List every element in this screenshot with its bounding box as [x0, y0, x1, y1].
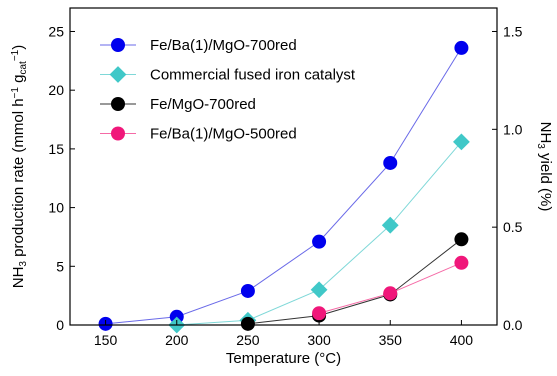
- plot-frame: [69, 7, 498, 326]
- legend-label: Fe/MgO-700red: [150, 96, 256, 113]
- series-3: [240, 232, 469, 331]
- y-tick-label: 5: [56, 258, 64, 274]
- legend-item: Fe/Ba(1)/MgO-500red: [100, 126, 297, 143]
- y2-tick-label: 1.5: [503, 23, 523, 39]
- series-4: [312, 255, 469, 321]
- series-line: [105, 47, 462, 325]
- x-tick-label: 400: [450, 332, 474, 348]
- y-tick-label: 25: [48, 23, 64, 39]
- axis-layer: 150 200 250 300 350 400 0 5 10 15 20 25 0.0 0.5 1.0 1.5: [48, 23, 522, 348]
- data-point: [383, 155, 398, 170]
- y-axis-title: NH3 production rate (mmol h−1 gcat−1): [10, 45, 29, 288]
- legend-label: Commercial fused iron catalyst: [150, 67, 356, 84]
- legend-item: Fe/MgO-700red: [100, 96, 256, 113]
- y2-axis-title-end: yield (%): [537, 149, 554, 212]
- data-point: [312, 306, 327, 321]
- y-axis-title-end: ): [10, 45, 27, 50]
- y2-tick-label: 0.0: [503, 317, 523, 333]
- y-axis-title-sup2: −1: [10, 49, 21, 61]
- y-tick-label: 20: [48, 82, 64, 98]
- y-axis-title-sup1: −1: [10, 87, 21, 99]
- y-axis-title-mid2: g: [10, 75, 27, 88]
- x-axis-title: Temperature (°C): [226, 350, 341, 367]
- data-point: [453, 133, 470, 151]
- legend-marker: [111, 97, 125, 111]
- y2-tick-label: 0.5: [503, 219, 523, 235]
- legend-label: Fe/Ba(1)/MgO-700red: [150, 37, 297, 54]
- y2-axis-title-sub: 3: [536, 143, 547, 149]
- data-point: [310, 281, 328, 299]
- x-tick-label: 150: [94, 332, 118, 348]
- y-axis-title-sub1: 3: [18, 261, 29, 267]
- series-1: [98, 40, 469, 331]
- x-tick-label: 250: [236, 332, 260, 348]
- y-axis-title-mid: production rate (mmol h: [10, 98, 27, 261]
- data-point: [383, 286, 398, 301]
- data-point: [312, 234, 327, 249]
- y-tick-label: 10: [48, 200, 64, 216]
- legend: Fe/Ba(1)/MgO-700red Commercial fused iron…: [100, 37, 356, 143]
- legend-marker: [111, 38, 125, 52]
- legend-marker: [111, 126, 125, 141]
- y-axis-title-sub2: cat: [18, 61, 29, 75]
- y2-tick-label: 1.0: [503, 121, 523, 137]
- y2-axis-title-base: NH: [537, 122, 554, 144]
- y-tick-label: 15: [48, 141, 64, 157]
- data-point: [454, 255, 469, 270]
- legend-marker: [109, 66, 127, 83]
- y-tick-label: 0: [56, 317, 64, 333]
- data-point: [454, 40, 469, 55]
- y-axis-title-base: NH: [10, 267, 27, 289]
- legend-item: Fe/Ba(1)/MgO-700red: [100, 37, 297, 54]
- x-tick-label: 350: [379, 332, 403, 348]
- x-tick-label: 200: [165, 332, 189, 348]
- series-line: [247, 238, 462, 325]
- series-layer: [98, 40, 470, 334]
- legend-item: Commercial fused iron catalyst: [100, 66, 356, 84]
- x-tick-label: 300: [307, 332, 331, 348]
- legend-label: Fe/Ba(1)/MgO-500red: [150, 126, 297, 143]
- data-point: [381, 216, 399, 234]
- y2-axis-title: NH3 yield (%): [536, 122, 555, 212]
- data-point: [454, 232, 469, 247]
- data-point: [240, 283, 255, 298]
